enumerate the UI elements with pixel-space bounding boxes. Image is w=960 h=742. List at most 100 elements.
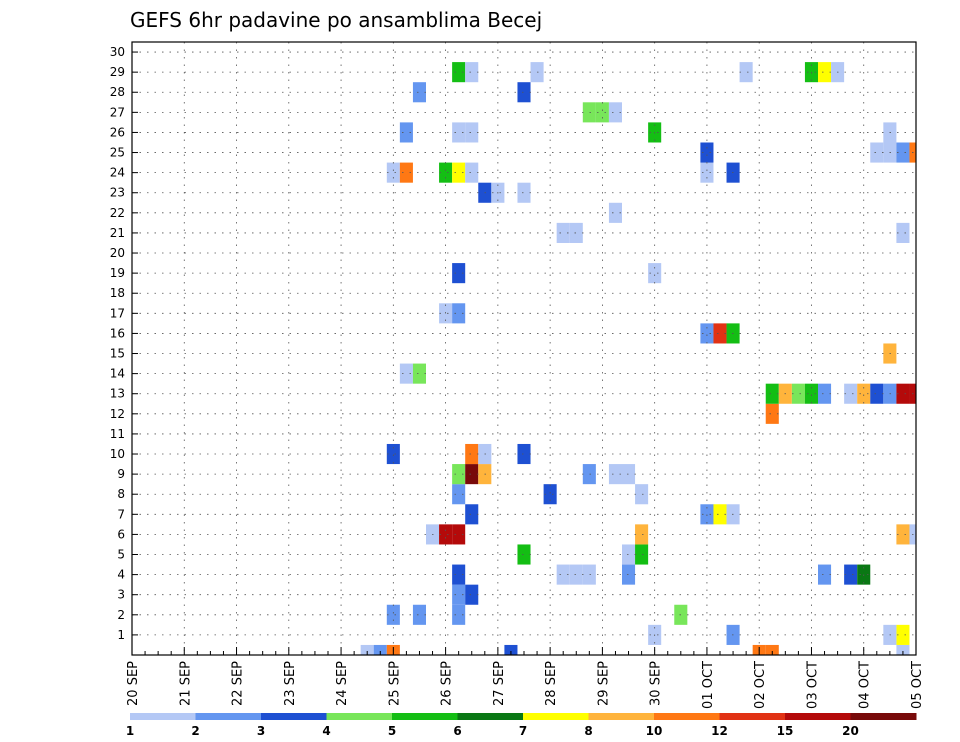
heatmap-cell <box>896 222 910 243</box>
heatmap-cell <box>412 82 426 103</box>
heatmap-cell <box>896 524 910 545</box>
heatmap-cell <box>635 484 649 505</box>
y-tick-label: 24 <box>110 166 125 180</box>
heatmap-cell <box>844 564 858 585</box>
x-tick-label: 22 SEP <box>231 661 246 706</box>
colorbar-label: 3 <box>257 724 265 738</box>
heatmap-cell <box>386 443 400 465</box>
heatmap-cell <box>896 142 910 163</box>
colorbar-label: 7 <box>519 724 527 738</box>
y-tick-label: 17 <box>110 306 125 320</box>
y-tick-label: 5 <box>117 548 125 562</box>
heatmap-cell <box>439 524 453 545</box>
colorbar-segment <box>785 713 851 720</box>
heatmap-cell <box>452 604 466 625</box>
heatmap-cell <box>765 383 779 404</box>
heatmap-cell <box>452 484 466 505</box>
colorbar-segment <box>457 713 524 720</box>
colorbar-label: 15 <box>777 724 794 738</box>
heatmap-cell <box>844 383 858 404</box>
y-tick-label: 8 <box>117 487 125 501</box>
heatmap-cell <box>452 564 466 585</box>
colorbar-segment <box>654 713 720 720</box>
heatmap-cell <box>622 564 636 585</box>
x-axis-ticks: 20 SEP 21 SEP 22 SEP 23 SEP 24 SEP 25 SEP 26 S… <box>126 647 925 709</box>
colorbar-segment <box>719 713 786 720</box>
heatmap-cell <box>700 323 714 344</box>
heatmap-cell <box>465 464 479 485</box>
heatmap-cell <box>452 162 466 183</box>
y-tick-label: 28 <box>110 85 125 99</box>
y-tick-label: 21 <box>110 226 125 240</box>
y-tick-label: 14 <box>110 367 125 381</box>
y-tick-label: 18 <box>110 286 125 300</box>
heatmap-cell <box>818 62 832 83</box>
heatmap-cell <box>556 564 570 585</box>
y-tick-label: 6 <box>117 527 125 541</box>
grid-lines <box>132 42 917 655</box>
heatmap-cell <box>439 162 453 183</box>
y-tick-label: 15 <box>110 347 125 361</box>
heatmap-cell <box>465 504 479 525</box>
heatmap-cell <box>465 162 479 183</box>
heatmap-cell <box>608 202 622 223</box>
colorbar-label: 6 <box>453 724 461 738</box>
heatmap-cell <box>556 222 570 243</box>
heatmap-cell <box>622 464 636 485</box>
y-tick-label: 4 <box>117 568 125 582</box>
heatmap-cell <box>896 624 910 645</box>
y-tick-label: 27 <box>110 105 125 119</box>
heatmap-cell <box>582 464 596 485</box>
y-tick-label: 23 <box>110 186 125 200</box>
y-tick-label: 22 <box>110 206 125 220</box>
heatmap-cell <box>465 122 479 143</box>
y-tick-label: 16 <box>110 326 125 340</box>
colorbar-segment <box>130 713 196 720</box>
heatmap-cell <box>765 644 779 655</box>
x-tick-label: 03 OCT <box>805 661 820 709</box>
heatmap-cell <box>543 484 557 505</box>
x-tick-label: 29 SEP <box>596 661 611 706</box>
heatmap-cell <box>452 524 466 545</box>
colorbar-segment <box>261 713 327 720</box>
heatmap-cell <box>739 62 753 83</box>
colorbar-segment <box>392 713 458 720</box>
colorbar-segment <box>326 713 393 720</box>
heatmap-cell <box>399 122 413 143</box>
x-tick-label: 01 OCT <box>701 661 716 709</box>
heatmap-cell <box>412 604 426 625</box>
x-tick-label: 23 SEP <box>283 661 298 706</box>
y-tick-label: 9 <box>117 467 125 481</box>
chart-title: GEFS 6hr padavine po ansamblima Becej <box>130 8 542 32</box>
x-tick-label: 25 SEP <box>387 661 402 706</box>
colorbar-segment <box>588 713 655 720</box>
heatmap-cell <box>412 363 426 384</box>
colorbar-segment <box>523 713 589 720</box>
y-tick-label: 3 <box>117 588 125 602</box>
x-tick-label: 26 SEP <box>440 661 455 706</box>
x-tick-label: 04 OCT <box>858 661 873 709</box>
heatmap-cell <box>765 403 779 424</box>
colorbar-segment <box>195 713 262 720</box>
heatmap-cell <box>595 102 609 123</box>
heatmap-cell <box>399 363 413 384</box>
heatmap-cell <box>635 524 649 545</box>
heatmap-cell <box>569 222 583 243</box>
y-tick-label: 20 <box>110 246 125 260</box>
colorbar: 1 2 3 4 5 6 7 8 10 12 15 20 <box>126 713 917 738</box>
x-tick-label: 30 SEP <box>649 661 664 706</box>
heatmap-cell <box>452 122 466 143</box>
heatmap-cell <box>791 383 805 404</box>
x-tick-label: 28 SEP <box>544 661 559 706</box>
heatmap-cell <box>386 604 400 625</box>
colorbar-label: 4 <box>322 724 330 738</box>
colorbar-label: 20 <box>842 724 859 738</box>
heatmap-cell <box>452 303 466 324</box>
heatmap-cell <box>517 182 531 203</box>
heatmap-cell <box>582 102 596 123</box>
y-tick-label: 12 <box>110 407 125 421</box>
y-tick-label: 13 <box>110 387 125 401</box>
heatmap-cell <box>700 142 714 163</box>
heatmap-cell <box>452 584 466 605</box>
